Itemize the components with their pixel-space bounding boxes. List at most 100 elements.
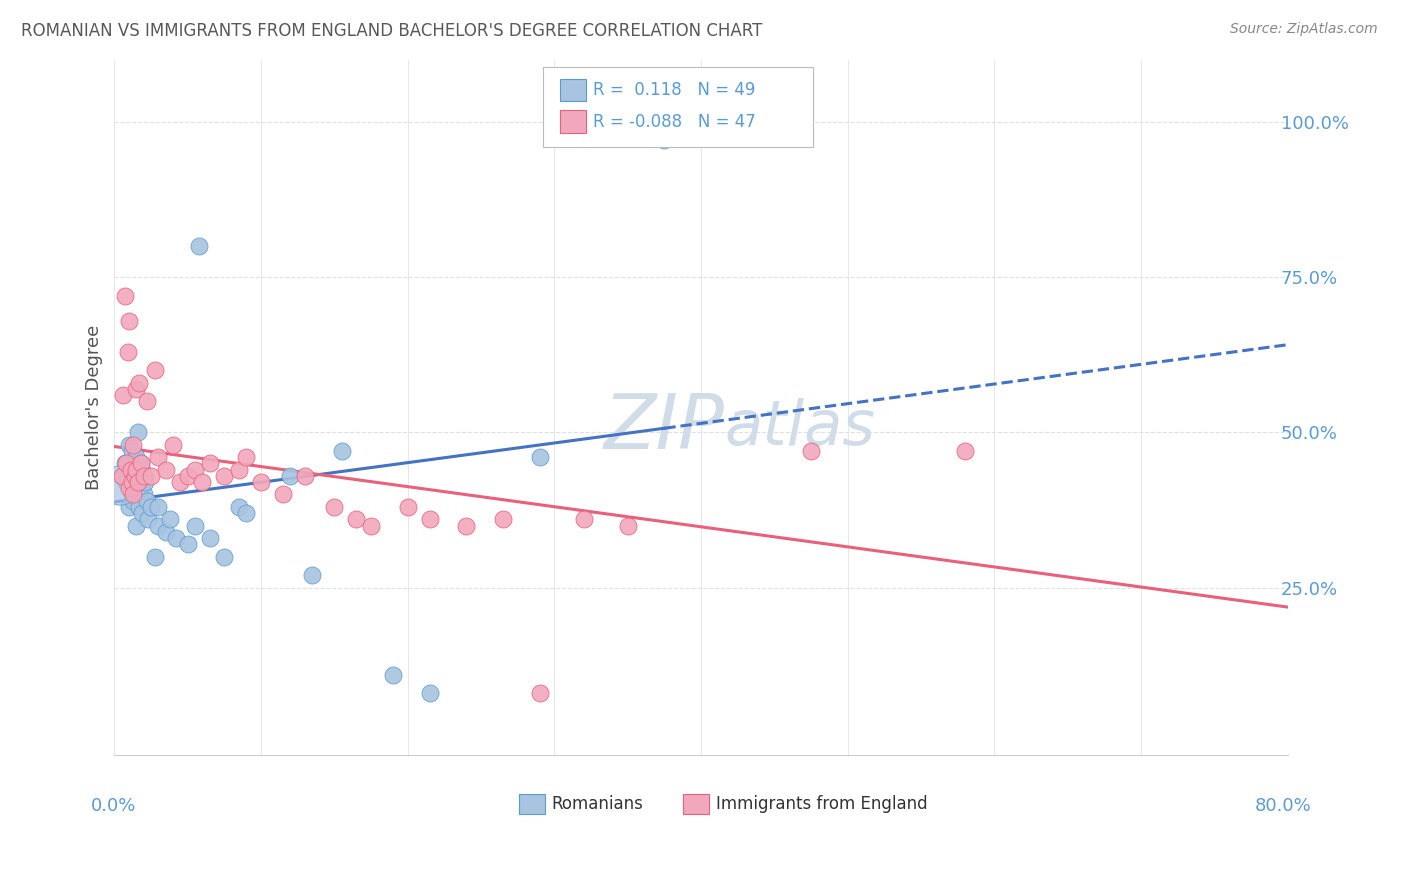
Point — [125, 475, 148, 489]
Point — [294, 468, 316, 483]
Point — [120, 481, 142, 495]
Point — [492, 512, 515, 526]
Point — [132, 468, 155, 483]
Point — [129, 481, 152, 495]
Point — [111, 468, 134, 483]
Point — [148, 500, 170, 514]
Point — [155, 462, 177, 476]
Point — [115, 475, 138, 489]
Point — [572, 512, 595, 526]
Point — [198, 456, 221, 470]
Point — [132, 487, 155, 501]
Point — [228, 462, 250, 476]
Point — [148, 518, 170, 533]
Point — [118, 481, 141, 495]
Point — [145, 549, 167, 564]
Point — [120, 462, 142, 476]
Point — [128, 376, 150, 390]
Point — [121, 475, 143, 489]
Point — [128, 468, 150, 483]
Point — [114, 456, 136, 470]
Point — [323, 500, 346, 514]
Point — [235, 506, 257, 520]
Point — [301, 568, 323, 582]
Point — [159, 512, 181, 526]
Text: R =  0.118   N = 49: R = 0.118 N = 49 — [593, 81, 755, 99]
Point — [118, 313, 141, 327]
Text: ROMANIAN VS IMMIGRANTS FROM ENGLAND BACHELOR'S DEGREE CORRELATION CHART: ROMANIAN VS IMMIGRANTS FROM ENGLAND BACH… — [21, 22, 762, 40]
Point — [125, 462, 148, 476]
Text: atlas: atlas — [724, 399, 876, 458]
Point — [128, 500, 150, 514]
Point — [121, 444, 143, 458]
Point — [456, 518, 478, 533]
Point — [280, 468, 302, 483]
Point — [139, 500, 162, 514]
Point — [145, 363, 167, 377]
Point — [129, 456, 152, 470]
Point — [228, 500, 250, 514]
Point — [134, 475, 156, 489]
Point — [188, 239, 211, 253]
Point — [953, 444, 976, 458]
Point — [165, 531, 187, 545]
Point — [135, 493, 157, 508]
Point — [118, 500, 141, 514]
Point — [148, 450, 170, 465]
Point — [529, 686, 551, 700]
Point — [382, 667, 405, 681]
Point — [132, 468, 155, 483]
Text: R = -0.088   N = 47: R = -0.088 N = 47 — [593, 112, 756, 130]
Y-axis label: Bachelor's Degree: Bachelor's Degree — [86, 325, 103, 490]
Point — [125, 450, 148, 465]
Text: 80.0%: 80.0% — [1254, 797, 1312, 815]
Point — [115, 456, 138, 470]
FancyBboxPatch shape — [560, 111, 586, 133]
Point — [127, 487, 149, 501]
Text: 0.0%: 0.0% — [91, 797, 136, 815]
Point — [250, 475, 273, 489]
Point — [135, 394, 157, 409]
Point — [127, 425, 149, 440]
Point — [214, 468, 236, 483]
Text: Immigrants from England: Immigrants from England — [716, 795, 928, 813]
Point — [155, 524, 177, 539]
Point — [112, 388, 135, 402]
Text: Romanians: Romanians — [551, 795, 643, 813]
Point — [110, 478, 132, 492]
Point — [117, 462, 139, 476]
Point — [235, 450, 257, 465]
Point — [121, 487, 143, 501]
Point — [177, 468, 200, 483]
Point — [124, 468, 146, 483]
Point — [131, 506, 153, 520]
Point — [184, 518, 207, 533]
Text: Source: ZipAtlas.com: Source: ZipAtlas.com — [1230, 22, 1378, 37]
Text: ZIP: ZIP — [603, 392, 724, 466]
Point — [330, 444, 353, 458]
Point — [122, 493, 145, 508]
Point — [169, 475, 191, 489]
Point — [125, 518, 148, 533]
Point — [214, 549, 236, 564]
Point — [396, 500, 419, 514]
Point — [800, 444, 823, 458]
Point — [117, 344, 139, 359]
Point — [360, 518, 382, 533]
Point — [139, 468, 162, 483]
Point — [122, 438, 145, 452]
Point — [122, 468, 145, 483]
Point — [616, 518, 638, 533]
Point — [271, 487, 294, 501]
Point — [344, 512, 367, 526]
Point — [177, 537, 200, 551]
Point — [162, 438, 184, 452]
Point — [114, 288, 136, 302]
FancyBboxPatch shape — [560, 79, 586, 102]
Point — [129, 456, 152, 470]
Point — [111, 468, 134, 483]
Point — [124, 462, 146, 476]
Point — [127, 475, 149, 489]
FancyBboxPatch shape — [683, 794, 709, 814]
Point — [191, 475, 214, 489]
